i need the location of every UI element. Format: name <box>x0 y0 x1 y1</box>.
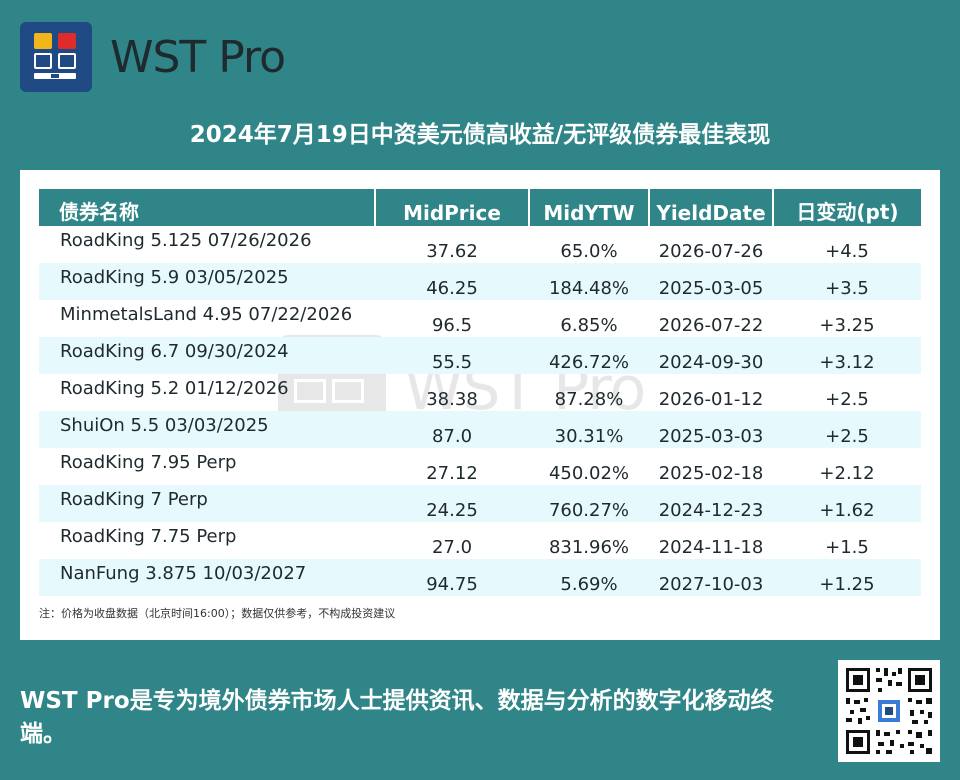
mid-ytw: 65.0% <box>560 241 618 262</box>
mid-ytw: 760.27% <box>529 485 649 522</box>
table-card: WST Pro 债券名称 MidPrice MidYTW YieldDate 日… <box>20 170 940 640</box>
daily-change: +2.5 <box>825 389 869 410</box>
daily-change: +2.12 <box>819 463 875 484</box>
daily-change: +3.12 <box>773 337 921 374</box>
mid-price: 24.25 <box>375 485 529 522</box>
bond-name: MinmetalsLand 4.95 07/22/2026 <box>60 304 353 325</box>
yield-date: 2025-03-05 <box>649 263 773 300</box>
column-header-midprice: MidPrice <box>375 189 530 226</box>
bond-name: NanFung 3.875 10/03/2027 <box>39 559 375 596</box>
bond-name: RoadKing 5.2 01/12/2026 <box>60 378 289 399</box>
mid-ytw: 6.85% <box>560 315 618 336</box>
daily-change: +4.5 <box>825 241 869 262</box>
bond-name: RoadKing 7.75 Perp <box>60 526 237 547</box>
table-row: ShuiOn 5.5 03/03/2025 87.0 30.31% 2025-0… <box>39 411 921 448</box>
table-row: NanFung 3.875 10/03/2027 94.75 5.69% 202… <box>39 559 921 596</box>
mid-price: 94.75 <box>375 559 529 596</box>
disclaimer-note: 注：价格为收盘数据（北京时间16:00）；数据仅供参考，不构成投资建议 <box>39 607 396 620</box>
daily-change: +1.25 <box>773 559 921 596</box>
mid-ytw: 87.28% <box>554 389 624 410</box>
table-row: RoadKing 5.125 07/26/2026 37.62 65.0% 20… <box>39 226 921 263</box>
table-row: RoadKing 7.75 Perp 27.0 831.96% 2024-11-… <box>39 522 921 559</box>
table-row: RoadKing 6.7 09/30/2024 55.5 426.72% 202… <box>39 337 921 374</box>
yield-date: 2024-09-30 <box>649 337 773 374</box>
column-header-yielddate: YieldDate <box>649 189 774 226</box>
yield-date: 2026-01-12 <box>658 389 764 410</box>
table-row: RoadKing 5.9 03/05/2025 46.25 184.48% 20… <box>39 263 921 300</box>
mid-price: 55.5 <box>375 337 529 374</box>
mid-ytw: 5.69% <box>529 559 649 596</box>
bond-name: RoadKing 5.9 03/05/2025 <box>39 263 375 300</box>
mid-price: 27.12 <box>426 463 478 484</box>
table-row: MinmetalsLand 4.95 07/22/2026 96.5 6.85%… <box>39 300 921 337</box>
bond-name: RoadKing 7.95 Perp <box>60 452 237 473</box>
wst-logo-icon <box>20 22 92 92</box>
yield-date: 2024-12-23 <box>649 485 773 522</box>
table-row: RoadKing 5.2 01/12/2026 38.38 87.28% 202… <box>39 374 921 411</box>
yield-date: 2026-07-26 <box>658 241 764 262</box>
daily-change: +3.5 <box>773 263 921 300</box>
footer-tagline: WST Pro是专为境外债券市场人士提供资讯、数据与分析的数字化移动终端。 <box>20 688 774 747</box>
yield-date: 2026-07-22 <box>658 315 764 336</box>
daily-change: +3.25 <box>819 315 875 336</box>
mid-ytw: 426.72% <box>529 337 649 374</box>
bond-table: 债券名称 MidPrice MidYTW YieldDate 日变动(pt) R… <box>39 189 921 596</box>
column-header-name: 债券名称 <box>39 189 376 226</box>
logo: WST Pro <box>20 22 286 92</box>
mid-ytw: 30.31% <box>529 411 649 448</box>
daily-change: +1.62 <box>773 485 921 522</box>
daily-change: +2.5 <box>773 411 921 448</box>
mid-price: 38.38 <box>426 389 478 410</box>
mid-price: 46.25 <box>375 263 529 300</box>
bond-name: ShuiOn 5.5 03/03/2025 <box>39 411 375 448</box>
page-title: 2024年7月19日中资美元债高收益/无评级债券最佳表现 <box>189 122 771 148</box>
mid-price: 87.0 <box>375 411 529 448</box>
column-header-midytw: MidYTW <box>529 189 650 226</box>
yield-date: 2024-11-18 <box>658 537 764 558</box>
bond-name: RoadKing 7 Perp <box>39 485 375 522</box>
mid-ytw: 450.02% <box>548 463 630 484</box>
mid-price: 27.0 <box>431 537 473 558</box>
qr-code-icon <box>838 660 940 762</box>
mid-ytw: 831.96% <box>548 537 630 558</box>
table-row: RoadKing 7 Perp 24.25 760.27% 2024-12-23… <box>39 485 921 522</box>
bond-name: RoadKing 6.7 09/30/2024 <box>39 337 375 374</box>
yield-date: 2025-02-18 <box>658 463 764 484</box>
bond-name: RoadKing 5.125 07/26/2026 <box>60 230 312 251</box>
mid-price: 37.62 <box>426 241 478 262</box>
column-header-change: 日变动(pt) <box>773 189 921 226</box>
table-row: RoadKing 7.95 Perp 27.12 450.02% 2025-02… <box>39 448 921 485</box>
daily-change: +1.5 <box>825 537 869 558</box>
mid-ytw: 184.48% <box>529 263 649 300</box>
mid-price: 96.5 <box>431 315 473 336</box>
brand-name: WST Pro <box>110 31 286 83</box>
table-header-row: 债券名称 MidPrice MidYTW YieldDate 日变动(pt) <box>39 189 921 226</box>
yield-date: 2027-10-03 <box>649 559 773 596</box>
yield-date: 2025-03-03 <box>649 411 773 448</box>
